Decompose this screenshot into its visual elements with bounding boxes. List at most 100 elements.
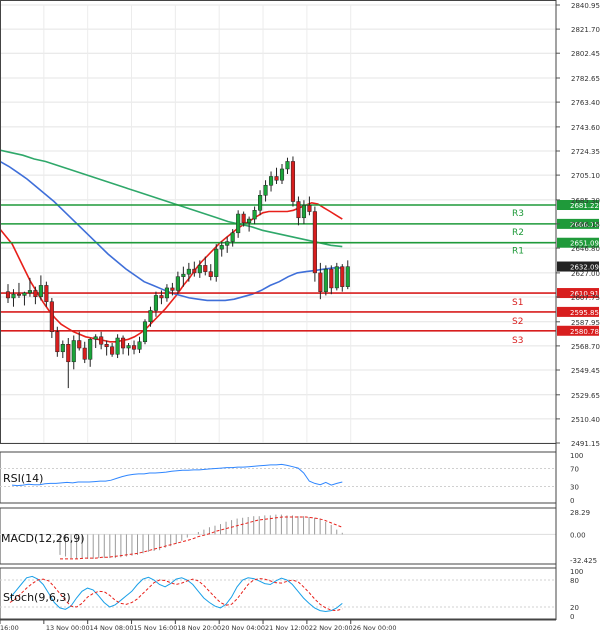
- price-tick-label: 2587.95: [571, 319, 600, 327]
- candle-body: [137, 341, 142, 350]
- macd-tick: 0.00: [570, 531, 586, 539]
- candle-body: [153, 295, 159, 311]
- candle-body: [22, 292, 27, 296]
- level-price-box: [557, 200, 599, 211]
- stoch-label: Stoch(9,6,3): [3, 591, 71, 604]
- price-tick-label: 2568.70: [571, 343, 600, 351]
- candle-body: [258, 195, 263, 211]
- candle-body: [121, 337, 126, 349]
- candle-body: [268, 176, 274, 186]
- macd-tick: 28.29: [570, 509, 590, 517]
- price-tick-label: 2607.75: [571, 294, 600, 302]
- candle-body: [192, 268, 197, 274]
- candle-body: [285, 161, 290, 170]
- candle-body: [16, 293, 22, 296]
- level-price-box: [557, 288, 599, 299]
- ma-line: [0, 149, 343, 248]
- candle-body: [214, 248, 219, 277]
- rsi-tick: 100: [570, 452, 583, 460]
- candle-body: [241, 213, 246, 224]
- candle-body: [186, 268, 191, 275]
- candle-body: [181, 273, 186, 277]
- candle-body: [33, 290, 38, 297]
- level-price-label: 2651.09: [570, 240, 599, 248]
- candle-body: [170, 287, 175, 291]
- candle-body: [49, 301, 54, 332]
- candle-body: [104, 344, 109, 348]
- macd-signal-line: [60, 516, 343, 560]
- candle-body: [263, 184, 268, 196]
- candle-body: [164, 287, 169, 299]
- candle-body: [230, 232, 235, 242]
- candle-body: [60, 344, 65, 353]
- price-tick-label: 2743.60: [571, 124, 600, 132]
- candle-body: [252, 210, 257, 220]
- candle-body: [175, 276, 180, 291]
- candle-body: [55, 331, 60, 353]
- candle-body: [131, 345, 137, 350]
- candle-body: [11, 293, 16, 299]
- candle-body: [334, 266, 339, 289]
- last-price-box: [557, 261, 599, 272]
- price-tick-label: 2627.00: [571, 270, 600, 278]
- level-name-r2: R2: [512, 228, 524, 238]
- rsi-label: RSI(14): [3, 472, 43, 485]
- rsi-tick: 30: [570, 484, 579, 492]
- time-label: 13 Nov 00:00: [46, 624, 90, 632]
- panel-frames: [0, 0, 557, 620]
- stoch-tick: 80: [570, 577, 579, 585]
- candle-body: [296, 201, 301, 219]
- candle-body: [5, 291, 11, 299]
- candlesticks: [5, 156, 350, 389]
- price-axis: 2840.95 2821.70 2802.45 2782.65 2763.40 2743.…: [556, 2, 600, 448]
- time-axis: 16:00 13 Nov 00:00 14 Nov 08:00 15 Nov 16:0…: [0, 619, 556, 632]
- candle-body: [345, 266, 350, 287]
- candle-body: [329, 268, 334, 289]
- candle-body: [77, 340, 82, 349]
- candle-body: [312, 211, 317, 274]
- candle-body: [307, 205, 312, 212]
- price-tick-label: 2685.30: [571, 197, 600, 205]
- main-panel-frame: [0, 0, 557, 444]
- candle-body: [340, 266, 345, 287]
- stoch-tick: 100: [570, 568, 583, 576]
- price-tick-label: 2802.45: [571, 50, 600, 58]
- candle-body: [38, 285, 43, 297]
- panel-bg: [0, 567, 557, 620]
- candle-body: [93, 336, 98, 340]
- stoch-k-line: [9, 575, 343, 613]
- price-tick-label: 2821.70: [571, 26, 600, 34]
- time-label: 16:00: [0, 624, 19, 632]
- candle-body: [148, 310, 153, 322]
- panel-bg: [0, 451, 557, 504]
- price-tick-label: 2666.15: [571, 221, 600, 229]
- candle-body: [236, 213, 241, 234]
- candle-body: [247, 218, 252, 224]
- level-name-r3: R3: [512, 209, 524, 219]
- price-tick-label: 2646.80: [571, 245, 600, 253]
- level-name-s3: S3: [512, 336, 523, 346]
- candle-body: [197, 265, 202, 274]
- candle-body: [318, 272, 323, 292]
- level-price-label: 2666.15: [570, 221, 599, 229]
- level-name-s2: S2: [512, 317, 523, 327]
- price-tick-label: 2840.95: [571, 2, 600, 10]
- level-price-label: 2595.85: [570, 309, 599, 317]
- candle-body: [274, 176, 279, 181]
- level-name-s1: S1: [512, 298, 523, 308]
- level-price-box: [557, 306, 599, 317]
- candle-body: [82, 347, 87, 360]
- price-tick-label: 2510.40: [571, 416, 600, 424]
- candle-body: [27, 290, 32, 294]
- level-name-r1: R1: [512, 247, 524, 257]
- rsi-line: [11, 463, 343, 487]
- price-tick-label: 2724.35: [571, 148, 600, 156]
- candle-body: [219, 245, 224, 250]
- candle-body: [290, 161, 296, 202]
- level-price-box: [557, 218, 599, 229]
- candle-body: [208, 271, 213, 277]
- last-price-label: 2632.09: [570, 264, 599, 272]
- candle-body: [44, 285, 49, 302]
